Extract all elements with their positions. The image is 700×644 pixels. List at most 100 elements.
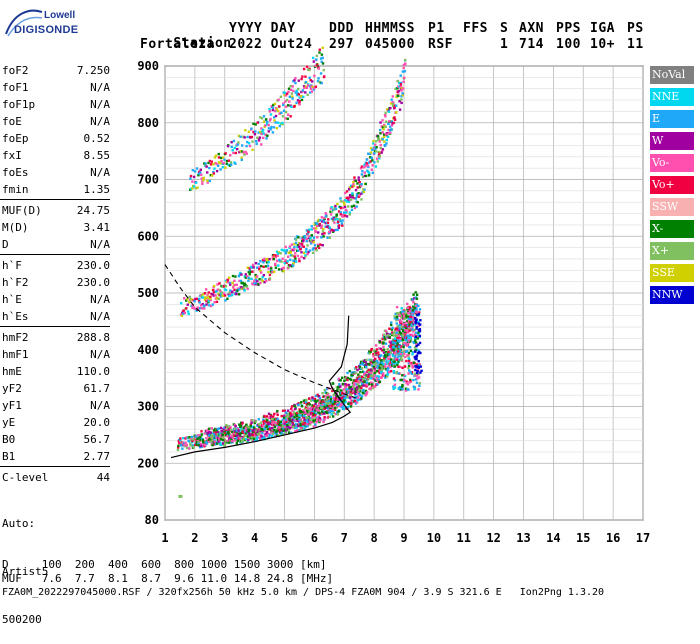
data-point bbox=[219, 426, 223, 430]
data-point bbox=[417, 343, 420, 346]
data-point bbox=[208, 179, 212, 183]
data-point bbox=[312, 411, 315, 414]
data-point bbox=[392, 121, 395, 125]
data-point bbox=[402, 80, 405, 83]
data-point bbox=[299, 248, 302, 251]
data-point bbox=[324, 221, 328, 225]
data-point bbox=[329, 228, 332, 231]
data-point bbox=[280, 111, 283, 115]
data-point bbox=[400, 101, 403, 105]
data-point bbox=[350, 396, 353, 399]
data-point bbox=[395, 345, 399, 348]
data-point bbox=[210, 436, 213, 439]
data-point bbox=[394, 345, 398, 348]
data-point bbox=[378, 152, 381, 155]
data-point bbox=[321, 46, 324, 50]
data-point bbox=[338, 383, 341, 386]
data-point bbox=[262, 418, 265, 421]
data-point bbox=[321, 404, 324, 408]
data-point bbox=[207, 440, 210, 444]
data-point bbox=[250, 421, 253, 424]
data-point bbox=[271, 106, 275, 109]
data-point bbox=[269, 414, 272, 417]
data-point bbox=[312, 60, 315, 63]
data-point bbox=[356, 390, 360, 393]
data-point bbox=[324, 406, 327, 409]
data-point bbox=[416, 351, 420, 355]
data-point bbox=[418, 308, 422, 311]
data-point bbox=[232, 432, 235, 436]
data-point bbox=[190, 298, 193, 301]
data-point bbox=[304, 75, 307, 78]
data-point bbox=[361, 175, 365, 179]
data-point bbox=[210, 160, 213, 163]
data-point bbox=[228, 432, 231, 436]
data-point bbox=[410, 307, 414, 311]
data-point bbox=[331, 382, 335, 385]
data-point bbox=[265, 422, 269, 426]
data-point bbox=[205, 432, 208, 435]
param-value: 1.35 bbox=[83, 183, 111, 196]
data-point bbox=[331, 389, 334, 393]
data-point bbox=[200, 173, 203, 177]
data-point bbox=[281, 433, 285, 436]
data-point bbox=[297, 424, 300, 428]
data-point bbox=[298, 420, 301, 424]
data-point bbox=[409, 338, 413, 341]
data-point bbox=[197, 174, 200, 177]
data-point bbox=[375, 369, 379, 373]
data-point bbox=[242, 286, 245, 290]
data-point bbox=[222, 438, 225, 442]
data-point bbox=[248, 268, 252, 272]
data-point bbox=[229, 161, 233, 164]
data-point bbox=[339, 379, 342, 382]
param-row: foF1 N/A bbox=[2, 79, 110, 96]
data-point bbox=[256, 121, 259, 124]
data-point bbox=[325, 411, 329, 414]
data-point bbox=[305, 86, 309, 90]
data-point bbox=[365, 385, 368, 388]
data-point bbox=[346, 376, 350, 380]
data-point bbox=[347, 390, 351, 394]
data-point bbox=[353, 396, 356, 400]
data-point bbox=[285, 426, 288, 429]
data-point bbox=[224, 166, 227, 169]
legend-item: NoVal bbox=[650, 66, 694, 84]
data-point bbox=[411, 324, 415, 328]
data-point bbox=[412, 330, 415, 333]
data-point bbox=[339, 211, 343, 214]
data-point bbox=[312, 425, 316, 428]
data-point bbox=[311, 408, 315, 411]
data-point bbox=[308, 91, 312, 94]
data-point bbox=[333, 400, 337, 404]
data-point bbox=[415, 374, 419, 377]
data-point bbox=[412, 301, 415, 304]
data-point bbox=[369, 361, 372, 364]
data-point bbox=[290, 92, 293, 95]
data-point bbox=[301, 423, 305, 426]
data-point bbox=[415, 357, 418, 361]
data-point bbox=[261, 128, 265, 132]
data-point bbox=[286, 409, 290, 412]
param-value: N/A bbox=[90, 310, 110, 323]
data-point bbox=[407, 311, 410, 315]
data-point bbox=[276, 429, 279, 433]
data-point bbox=[404, 312, 407, 315]
param-name: C-level bbox=[2, 471, 49, 484]
data-point bbox=[207, 299, 211, 303]
data-point bbox=[365, 365, 368, 369]
data-point bbox=[362, 373, 366, 376]
data-point bbox=[339, 219, 342, 223]
data-point bbox=[220, 159, 223, 163]
data-point bbox=[414, 368, 417, 372]
data-point bbox=[186, 303, 189, 306]
data-point bbox=[368, 387, 371, 391]
data-point bbox=[288, 246, 291, 250]
data-point bbox=[240, 431, 243, 435]
data-point bbox=[279, 95, 283, 99]
data-point bbox=[397, 90, 400, 93]
data-point bbox=[409, 378, 412, 382]
data-point bbox=[356, 376, 360, 380]
data-point bbox=[348, 193, 352, 197]
data-point bbox=[223, 439, 227, 442]
